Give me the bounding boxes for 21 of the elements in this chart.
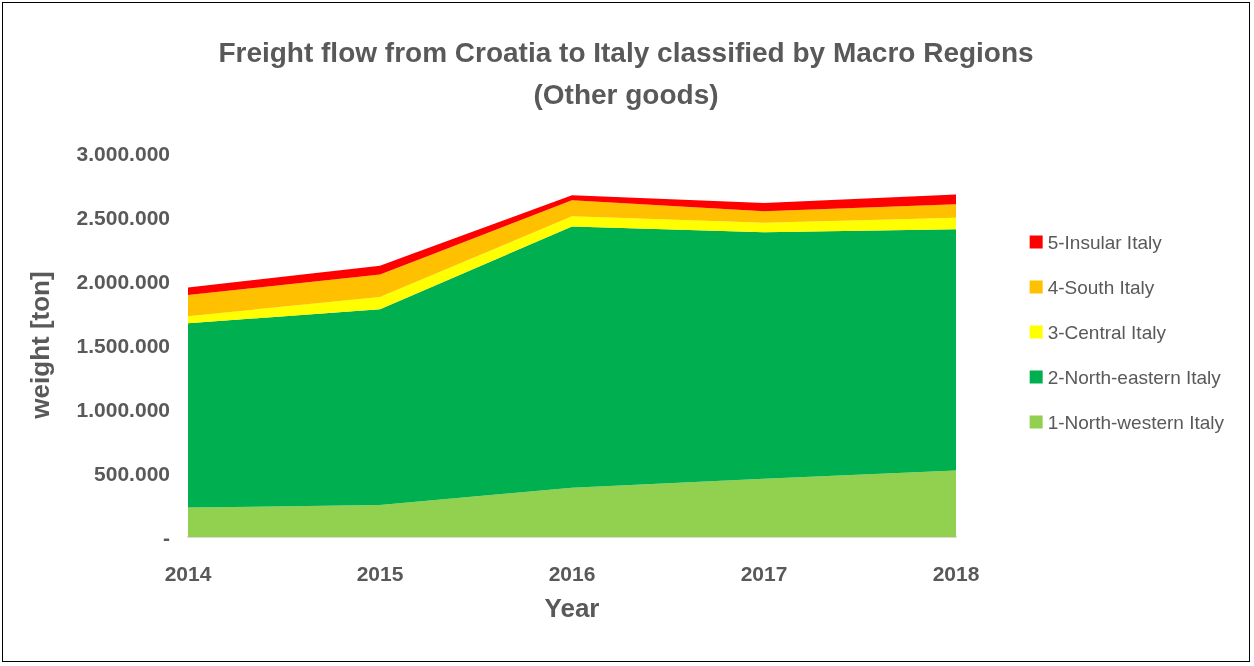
y-tick-label: 1.000.000 — [76, 397, 170, 421]
y-tick-label: 3.000.000 — [76, 141, 170, 165]
y-axis-title: weight [ton] — [25, 271, 55, 420]
x-tick-label: 2018 — [932, 562, 980, 585]
y-tick-label: 1.500.000 — [76, 333, 170, 357]
chart-title: Freight flow from Croatia to Italy classified by Macro Regions — [218, 36, 1034, 68]
y-tick-label: 2.500.000 — [76, 205, 170, 229]
legend-label: 5-Insular Italy — [1047, 231, 1163, 253]
legend-label: 1-North-western Italy — [1047, 411, 1225, 433]
chart-subtitle: (Other goods) — [533, 78, 719, 110]
x-tick-label: 2017 — [740, 562, 788, 585]
y-tick-label: - — [163, 525, 170, 549]
y-tick-label: 500.000 — [94, 461, 170, 485]
x-tick-label: 2015 — [356, 562, 404, 585]
legend-label: 2-North-eastern Italy — [1047, 366, 1222, 388]
legend-label: 4-South Italy — [1047, 276, 1155, 298]
y-tick-label: 2.000.000 — [76, 269, 170, 293]
legend-label: 3-Central Italy — [1047, 321, 1167, 343]
x-axis-title: Year — [544, 593, 600, 623]
x-tick-label: 2014 — [164, 562, 212, 585]
x-tick-label: 2016 — [548, 562, 596, 585]
